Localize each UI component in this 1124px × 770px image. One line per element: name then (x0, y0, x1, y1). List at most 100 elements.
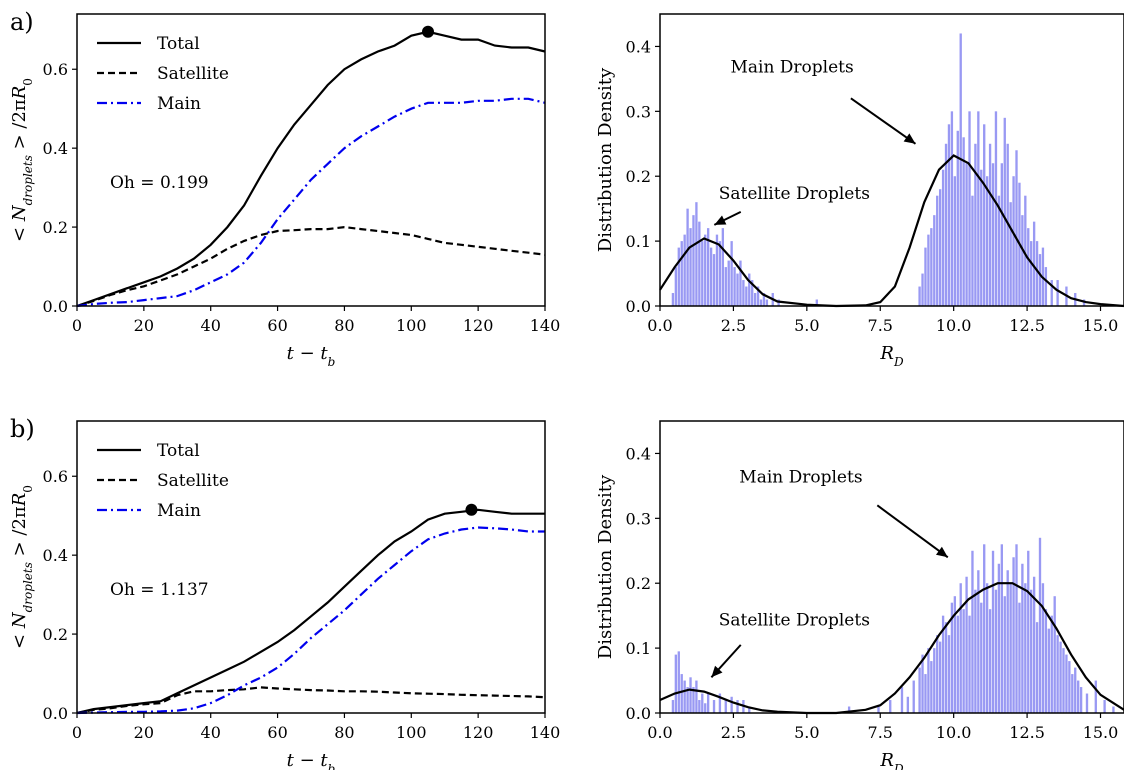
histogram-bar (1038, 254, 1042, 306)
histogram-bar (1112, 706, 1115, 713)
histogram-bar (686, 687, 689, 713)
histogram-bar (950, 111, 954, 306)
histogram-bar (1035, 622, 1039, 713)
histogram-bar (941, 169, 945, 306)
histogram-bar (1000, 163, 1003, 306)
y-tick-label: 0.3 (626, 509, 651, 528)
histogram-bar (1012, 557, 1015, 713)
y-axis-label: Distribution Density (595, 67, 616, 252)
histogram-bar (683, 680, 686, 713)
histogram-bar (956, 130, 959, 306)
x-tick-label: 5.0 (794, 723, 819, 742)
histogram-bar (985, 583, 989, 713)
x-tick-label: 20 (134, 316, 154, 335)
oh-annotation: Oh = 0.199 (110, 173, 209, 193)
histogram-bar (971, 195, 974, 306)
legend-label: Main (157, 501, 201, 521)
histogram-bar (680, 241, 683, 306)
histogram-bar (777, 299, 780, 306)
y-tick-label: 0.1 (626, 639, 651, 658)
histogram-bar (877, 706, 880, 713)
histogram-bar (930, 228, 933, 306)
histogram-bar (671, 700, 675, 713)
histogram-bar (706, 693, 710, 713)
histogram-bar (971, 550, 974, 713)
legend-label: Satellite (157, 64, 229, 84)
annotation-arrow (876, 504, 949, 559)
x-tick-label: 10.0 (936, 723, 972, 742)
axes-frame (659, 13, 1124, 307)
arrow-head (714, 215, 727, 225)
histogram-bar (736, 700, 739, 713)
annotation-label: Satellite Droplets (719, 610, 870, 630)
max-marker (422, 25, 434, 38)
histogram-bar (977, 111, 980, 306)
histogram-bar (1021, 563, 1024, 713)
y-tick-label: 0.4 (626, 37, 651, 56)
histogram-bar (692, 215, 695, 306)
arrow-head (935, 546, 948, 558)
histogram-bar (730, 696, 733, 713)
x-tick-label: 0 (72, 723, 82, 742)
y-tick-label: 0.0 (43, 297, 68, 316)
y-axis-label: < Ndroplets > /2πR0 (9, 78, 35, 242)
histogram-bar (677, 651, 680, 713)
series-satellite-line (76, 686, 546, 715)
histogram-bar (762, 293, 766, 306)
y-axis-label: Distribution Density (595, 474, 616, 659)
x-tick-label: 10.0 (936, 316, 972, 335)
histogram-bar (701, 693, 704, 713)
histogram-bar (1015, 150, 1018, 306)
legend-label: Satellite (157, 471, 229, 491)
x-tick-label: 12.5 (1009, 316, 1045, 335)
x-tick-label: 100 (396, 316, 427, 335)
histogram-bar (933, 648, 936, 713)
histogram-bar (1024, 583, 1027, 713)
histogram-bar (718, 241, 722, 306)
x-tick-label: 7.5 (868, 723, 893, 742)
histogram-bar (1103, 700, 1106, 713)
histogram-bar (671, 293, 675, 306)
histogram-bar (739, 260, 742, 306)
x-tick-label: 12.5 (1009, 723, 1045, 742)
y-tick-label: 0.2 (43, 625, 68, 644)
histogram-bar (695, 680, 698, 713)
annotation-label: Main Droplets (730, 57, 853, 77)
histogram-bar (994, 589, 998, 713)
histogram-bar (980, 169, 983, 306)
histogram-bar (1065, 654, 1068, 713)
histogram-bar (1094, 680, 1097, 713)
histogram-bar (742, 280, 745, 306)
histogram-bar (712, 700, 716, 713)
panel-label: b) (10, 415, 35, 443)
x-tick-label: 60 (267, 316, 287, 335)
histogram-bar (1044, 609, 1048, 713)
histogram-bar (689, 677, 692, 713)
histogram-bar (724, 700, 727, 713)
x-tick-label: 80 (334, 723, 354, 742)
histogram-bar (930, 661, 933, 713)
histogram-bar (727, 260, 730, 306)
histogram-bar (965, 163, 968, 306)
histogram-bar (918, 667, 921, 713)
x-tick-label: 140 (530, 316, 561, 335)
histogram-bar (721, 228, 725, 306)
histogram-bar (889, 700, 892, 713)
histogram-bar (962, 609, 965, 713)
histogram-bar (953, 176, 957, 306)
x-tick-label: 15.0 (1083, 316, 1119, 335)
histogram-bar (924, 247, 927, 306)
histogram-bar (677, 247, 680, 306)
x-tick-label: 40 (201, 316, 221, 335)
axes-frame (659, 420, 1124, 714)
histogram-bar (933, 215, 936, 306)
histogram-bar (968, 615, 971, 713)
annotation-label: Main Droplets (739, 468, 862, 488)
legend-label: Total (157, 441, 200, 461)
histogram-bar (1044, 267, 1048, 306)
histogram-bar (1027, 550, 1030, 713)
y-tick-label: 0.4 (43, 546, 68, 565)
histogram-bar (1035, 241, 1039, 306)
histogram-bar (815, 299, 818, 306)
histogram-bar (698, 700, 701, 713)
